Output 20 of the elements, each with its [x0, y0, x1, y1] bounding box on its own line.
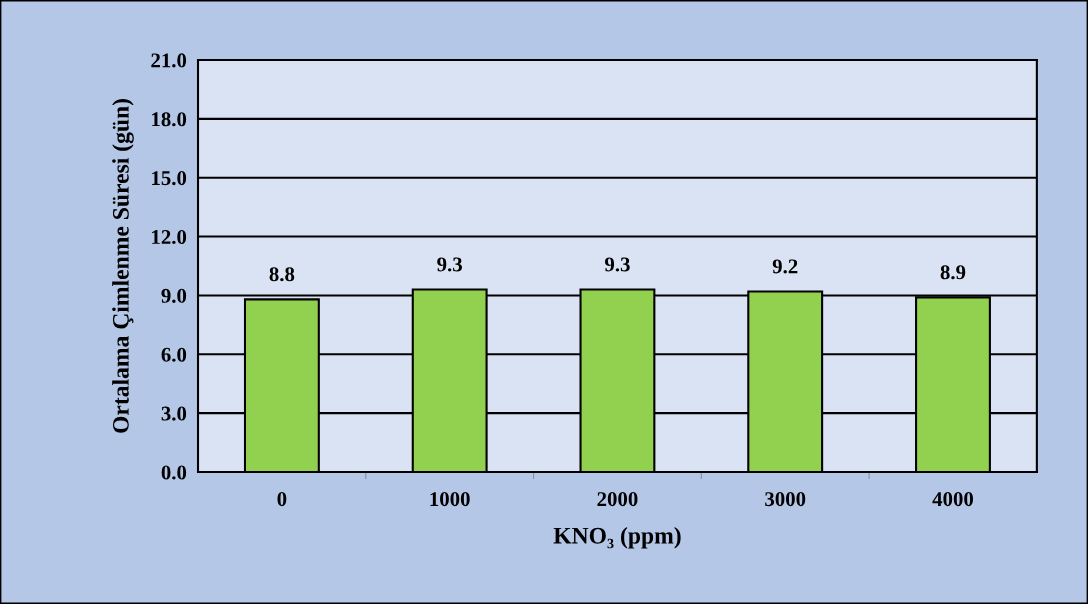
data-label: 8.9 — [940, 265, 966, 280]
y-tick-label: 12.0 — [152, 229, 187, 245]
y-tick-label: 0.0 — [161, 465, 187, 480]
data-label: 9.3 — [437, 257, 462, 272]
y-tick-label: 21.0 — [151, 53, 187, 68]
x-tick-label: 2000 — [597, 492, 638, 507]
data-label: 9.3 — [604, 257, 630, 272]
x-tick-label: 4000 — [932, 492, 974, 507]
data-label: 8.8 — [269, 267, 295, 282]
y-axis-title: Ortalama Çimlenme Süresi (gün) — [112, 99, 134, 433]
x-axis-title: KNO₃ (ppm) — [553, 527, 681, 549]
x-tick-label: 0 — [277, 492, 287, 507]
x-tick-label: 3000 — [765, 492, 806, 507]
x-tick-label: 1000 — [430, 492, 470, 507]
y-tick-label: 18.0 — [152, 112, 187, 127]
y-tick-label: 9.0 — [161, 288, 187, 303]
y-tick-label: 3.0 — [161, 406, 187, 421]
data-label: 9.2 — [772, 259, 798, 274]
y-tick-label: 6.0 — [161, 347, 187, 362]
y-tick-label: 15.0 — [152, 171, 187, 186]
